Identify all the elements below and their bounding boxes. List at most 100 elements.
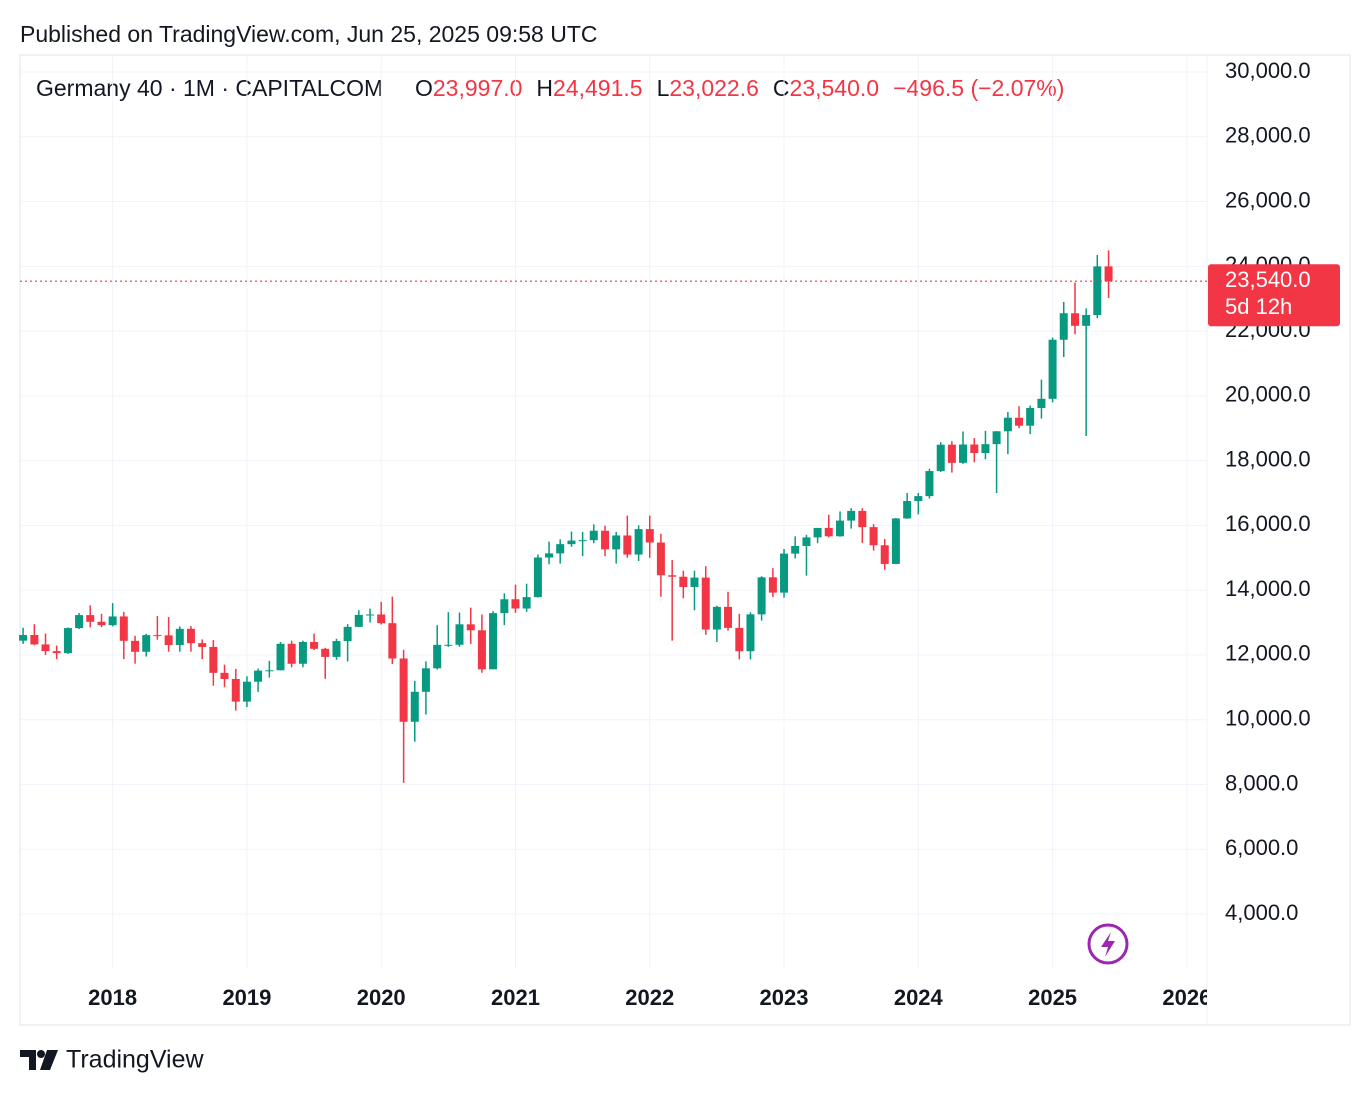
y-tick-label: 26,000.0 — [1225, 187, 1311, 212]
x-tick-label: 2019 — [222, 985, 271, 1010]
candle-body — [757, 577, 766, 615]
candle-body — [556, 544, 565, 554]
candle-body — [522, 597, 531, 609]
last-price-label: 23,540.0 — [1225, 267, 1311, 292]
x-tick-label: 2024 — [894, 985, 944, 1010]
candle-body — [1104, 266, 1113, 282]
candle-body — [578, 540, 587, 542]
ohlc-key: H — [536, 75, 553, 101]
y-tick-label: 8,000.0 — [1225, 770, 1298, 795]
candle-body — [276, 643, 285, 671]
y-tick-label: 28,000.0 — [1225, 123, 1311, 148]
candle-body — [836, 520, 845, 537]
x-tick-label: 2018 — [88, 985, 137, 1010]
candle-body — [1093, 266, 1102, 315]
candle-body — [41, 644, 50, 652]
candle-body — [981, 444, 990, 454]
candle-body — [377, 614, 386, 624]
candle-body — [500, 599, 509, 614]
candle-body — [186, 628, 195, 644]
candle-body — [321, 648, 330, 657]
candle-body — [142, 635, 151, 652]
ohlc-value: 23,022.6 — [669, 75, 759, 101]
candle-body — [601, 530, 610, 550]
candle-body — [444, 644, 453, 646]
symbol: Germany 40 · 1M · CAPITALCOM — [36, 75, 383, 101]
y-tick-label: 18,000.0 — [1225, 446, 1311, 471]
candle-body — [925, 471, 934, 497]
candle-body — [131, 640, 140, 652]
candle-body — [231, 678, 240, 702]
candle-body — [19, 635, 28, 641]
y-tick-label: 6,000.0 — [1225, 835, 1298, 860]
countdown: 5d 12h — [1225, 294, 1292, 319]
candle-body — [153, 635, 162, 637]
y-tick-label: 14,000.0 — [1225, 576, 1311, 601]
candle-body — [780, 553, 789, 593]
ohlc-value: 23,997.0 — [433, 75, 523, 101]
candle-body — [1082, 314, 1091, 326]
y-tick-label: 30,000.0 — [1225, 58, 1311, 83]
candle-body — [254, 670, 263, 682]
candle-body — [735, 627, 744, 652]
candle-body — [612, 535, 621, 550]
candle-body — [75, 615, 84, 629]
candle-body — [768, 577, 777, 593]
candle-body — [477, 630, 486, 670]
y-axis: 4,000.0 6,000.0 8,000.0 10,000.0 12,000.0 14,… — [1225, 58, 1311, 925]
candle-body — [30, 635, 39, 645]
ohlc-key: O — [415, 75, 433, 101]
candle-body — [399, 658, 408, 722]
candle-body — [914, 496, 923, 502]
candle-body — [891, 518, 900, 564]
candle-body — [220, 672, 229, 679]
candle-body — [847, 510, 856, 521]
candles — [19, 250, 1113, 783]
y-tick-label: 12,000.0 — [1225, 641, 1311, 666]
x-axis: 2018 2019 2020 2021 2022 2023 2024 2025 2026 — [88, 985, 1211, 1010]
ohlc-value: 23,540.0 — [790, 75, 880, 101]
candle-body — [52, 651, 61, 654]
candle-body — [108, 616, 117, 626]
ohlc-key: C — [773, 75, 790, 101]
candle-body — [489, 613, 498, 670]
candle-body — [242, 681, 251, 702]
candle-body — [679, 576, 688, 587]
candle-body — [970, 444, 979, 454]
candle-body — [903, 501, 912, 519]
x-tick-label: 2025 — [1028, 985, 1077, 1010]
candle-body — [410, 691, 419, 722]
candle-body — [1026, 407, 1035, 426]
candle-body — [959, 444, 968, 463]
candle-body — [511, 599, 520, 609]
brand-name: TradingView — [66, 1046, 205, 1074]
candle-body — [433, 644, 442, 669]
candle-body — [343, 626, 352, 642]
candle-body — [589, 530, 598, 541]
x-tick-label: 2026 — [1162, 985, 1211, 1010]
candle-body — [701, 577, 710, 630]
candle-body — [802, 537, 811, 546]
ohlc-value: 24,491.5 — [553, 75, 643, 101]
lightning-icon — [1087, 923, 1129, 965]
candle-body — [287, 643, 296, 664]
tradingview-logo: TradingView — [20, 1046, 205, 1074]
x-tick-label: 2022 — [625, 985, 674, 1010]
candle-body — [724, 606, 733, 628]
candle-body — [690, 577, 699, 587]
candle-body — [1048, 339, 1057, 399]
candle-body — [86, 615, 95, 622]
candle-body — [332, 641, 341, 657]
y-tick-label: 16,000.0 — [1225, 511, 1311, 536]
candle-body — [1071, 313, 1080, 326]
candle-body — [1003, 417, 1012, 432]
candle-body — [119, 616, 128, 641]
candle-body — [366, 614, 375, 616]
ohlc-key: L — [657, 75, 670, 101]
candle-body — [992, 431, 1001, 445]
candle-body — [466, 624, 475, 631]
ohlc-text: O23,997.0 H24,491.5 L23,022.6 C23,540.0 −496… — [415, 75, 1064, 101]
candle-body — [623, 535, 632, 555]
